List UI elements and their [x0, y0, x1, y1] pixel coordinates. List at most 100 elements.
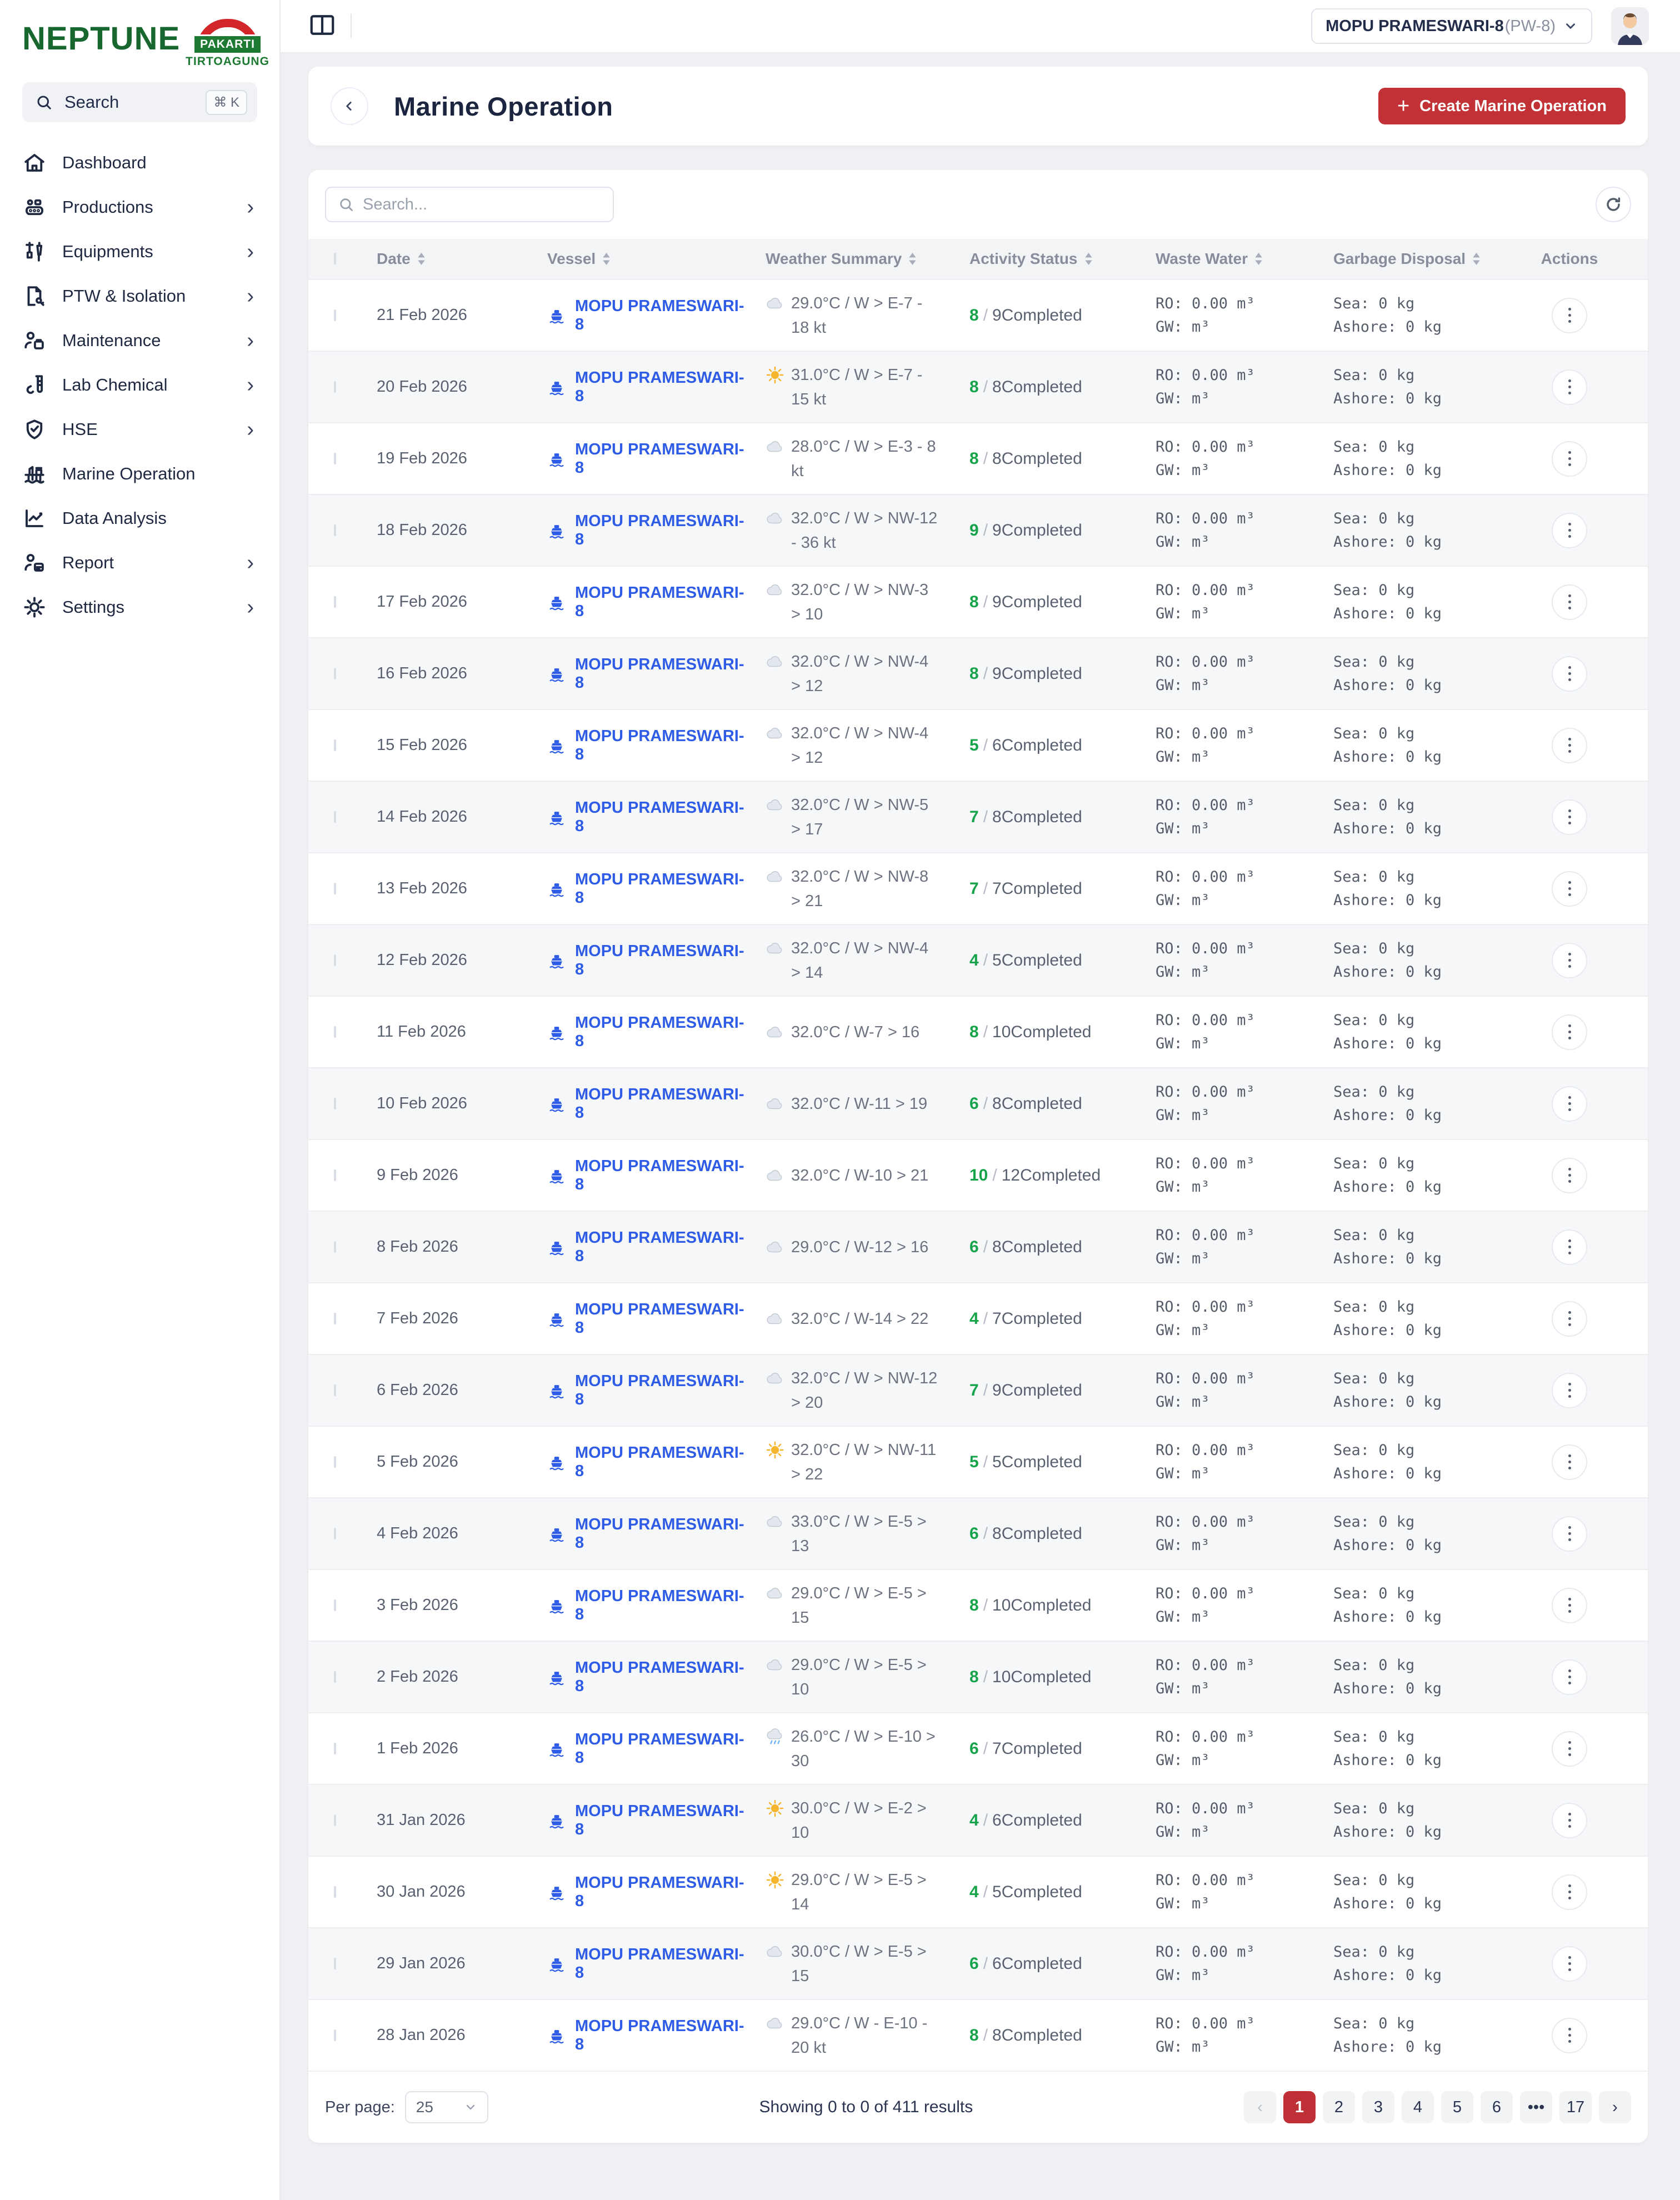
vessel-link[interactable]: MOPU PRAMESWARI-8 [575, 1587, 744, 1623]
row-actions-button[interactable] [1552, 1014, 1587, 1050]
per-page-select[interactable]: 25 [404, 2091, 488, 2123]
refresh-button[interactable] [1596, 187, 1631, 222]
column-header-vessel[interactable]: Vessel [532, 250, 752, 268]
row-checkbox[interactable] [334, 954, 336, 966]
user-avatar[interactable] [1611, 7, 1649, 45]
vessel-link[interactable]: MOPU PRAMESWARI-8 [575, 942, 744, 978]
select-all-checkbox[interactable] [334, 253, 336, 264]
sidebar-item-lab-chemical[interactable]: Lab Chemical › [22, 367, 257, 403]
row-checkbox[interactable] [334, 1957, 336, 1969]
vessel-link[interactable]: MOPU PRAMESWARI-8 [575, 1013, 744, 1050]
row-actions-button[interactable] [1552, 1086, 1587, 1122]
column-header-garbage-disposal[interactable]: Garbage Disposal [1323, 250, 1525, 268]
pagination-page-button[interactable]: 17 [1559, 2091, 1592, 2123]
row-actions-button[interactable] [1552, 799, 1587, 835]
row-checkbox[interactable] [334, 2029, 336, 2041]
vessel-link[interactable]: MOPU PRAMESWARI-8 [575, 727, 744, 763]
create-marine-operation-button[interactable]: + Create Marine Operation [1378, 88, 1626, 124]
sidebar-item-productions[interactable]: Productions › [22, 189, 257, 226]
row-checkbox[interactable] [334, 524, 336, 536]
row-checkbox[interactable] [334, 882, 336, 894]
row-actions-button[interactable] [1552, 1659, 1587, 1695]
sidebar-toggle-icon[interactable] [309, 13, 335, 39]
row-checkbox[interactable] [334, 1241, 336, 1253]
back-button[interactable] [331, 87, 368, 125]
vessel-link[interactable]: MOPU PRAMESWARI-8 [575, 297, 744, 333]
sidebar-item-settings[interactable]: Settings › [22, 589, 257, 626]
sidebar-item-maintenance[interactable]: Maintenance › [22, 322, 257, 359]
row-checkbox[interactable] [334, 1527, 336, 1539]
vessel-link[interactable]: MOPU PRAMESWARI-8 [575, 1802, 744, 1838]
row-actions-button[interactable] [1552, 1157, 1587, 1193]
row-checkbox[interactable] [334, 811, 336, 823]
vessel-link[interactable]: MOPU PRAMESWARI-8 [575, 1515, 744, 1552]
vessel-link[interactable]: MOPU PRAMESWARI-8 [575, 1157, 744, 1193]
row-checkbox[interactable] [334, 309, 336, 321]
vessel-link[interactable]: MOPU PRAMESWARI-8 [575, 1945, 744, 1982]
row-actions-button[interactable] [1552, 297, 1587, 333]
pagination-page-button[interactable]: 6 [1481, 2091, 1513, 2123]
row-actions-button[interactable] [1552, 1874, 1587, 1910]
vessel-link[interactable]: MOPU PRAMESWARI-8 [575, 655, 744, 692]
vessel-link[interactable]: MOPU PRAMESWARI-8 [575, 1873, 744, 1910]
row-actions-button[interactable] [1552, 1229, 1587, 1265]
row-checkbox[interactable] [334, 1312, 336, 1324]
row-actions-button[interactable] [1552, 1444, 1587, 1480]
column-header-waste-water[interactable]: Waste Water [1139, 250, 1323, 268]
row-checkbox[interactable] [334, 667, 336, 679]
row-actions-button[interactable] [1552, 1372, 1587, 1408]
row-actions-button[interactable] [1552, 656, 1587, 692]
row-checkbox[interactable] [334, 1026, 336, 1038]
table-search-input[interactable] [363, 195, 601, 214]
vessel-link[interactable]: MOPU PRAMESWARI-8 [575, 1300, 744, 1337]
vessel-link[interactable]: MOPU PRAMESWARI-8 [575, 870, 744, 907]
row-actions-button[interactable] [1552, 1516, 1587, 1552]
row-checkbox[interactable] [334, 1169, 336, 1181]
sidebar-search[interactable]: Search ⌘ K [22, 82, 257, 122]
sidebar-item-report[interactable]: Report › [22, 544, 257, 581]
sidebar-item-hse[interactable]: HSE › [22, 411, 257, 448]
row-checkbox[interactable] [334, 739, 336, 751]
pagination-page-button[interactable]: 5 [1441, 2091, 1473, 2123]
row-actions-button[interactable] [1552, 369, 1587, 405]
row-actions-button[interactable] [1552, 942, 1587, 978]
row-checkbox[interactable] [334, 1456, 336, 1468]
row-actions-button[interactable] [1552, 1802, 1587, 1838]
row-actions-button[interactable] [1552, 512, 1587, 548]
vessel-link[interactable]: MOPU PRAMESWARI-8 [575, 2017, 744, 2053]
pagination-page-button[interactable]: 4 [1402, 2091, 1434, 2123]
row-checkbox[interactable] [334, 1097, 336, 1109]
pagination-page-button[interactable]: 2 [1323, 2091, 1355, 2123]
vessel-link[interactable]: MOPU PRAMESWARI-8 [575, 1228, 744, 1265]
sidebar-item-equipments[interactable]: Equipments › [22, 233, 257, 270]
pagination-prev-button[interactable]: ‹ [1244, 2091, 1276, 2123]
row-checkbox[interactable] [334, 1742, 336, 1754]
row-checkbox[interactable] [334, 1599, 336, 1611]
column-header-weather[interactable]: Weather Summary [752, 250, 956, 268]
sidebar-item-ptw-isolation[interactable]: PTW & Isolation › [22, 278, 257, 314]
row-checkbox[interactable] [334, 1814, 336, 1826]
vessel-selector[interactable]: MOPU PRAMESWARI-8 (PW-8) [1311, 8, 1592, 44]
vessel-link[interactable]: MOPU PRAMESWARI-8 [575, 440, 744, 477]
vessel-link[interactable]: MOPU PRAMESWARI-8 [575, 583, 744, 620]
row-checkbox[interactable] [334, 596, 336, 608]
pagination-next-button[interactable]: › [1599, 2091, 1631, 2123]
row-checkbox[interactable] [334, 1384, 336, 1396]
pagination-page-button[interactable]: 1 [1283, 2091, 1316, 2123]
row-actions-button[interactable] [1552, 727, 1587, 763]
pagination-ellipsis[interactable]: ••• [1520, 2091, 1552, 2123]
vessel-link[interactable]: MOPU PRAMESWARI-8 [575, 1443, 744, 1480]
row-actions-button[interactable] [1552, 441, 1587, 477]
vessel-link[interactable]: MOPU PRAMESWARI-8 [575, 368, 744, 405]
row-actions-button[interactable] [1552, 871, 1587, 907]
row-actions-button[interactable] [1552, 584, 1587, 620]
row-checkbox[interactable] [334, 381, 336, 393]
vessel-link[interactable]: MOPU PRAMESWARI-8 [575, 512, 744, 548]
row-actions-button[interactable] [1552, 2017, 1587, 2053]
sidebar-item-marine-operation[interactable]: Marine Operation [22, 456, 257, 492]
row-actions-button[interactable] [1552, 1946, 1587, 1982]
row-actions-button[interactable] [1552, 1587, 1587, 1623]
vessel-link[interactable]: MOPU PRAMESWARI-8 [575, 1658, 744, 1695]
sidebar-item-data-analysis[interactable]: Data Analysis [22, 500, 257, 537]
pagination-page-button[interactable]: 3 [1362, 2091, 1394, 2123]
